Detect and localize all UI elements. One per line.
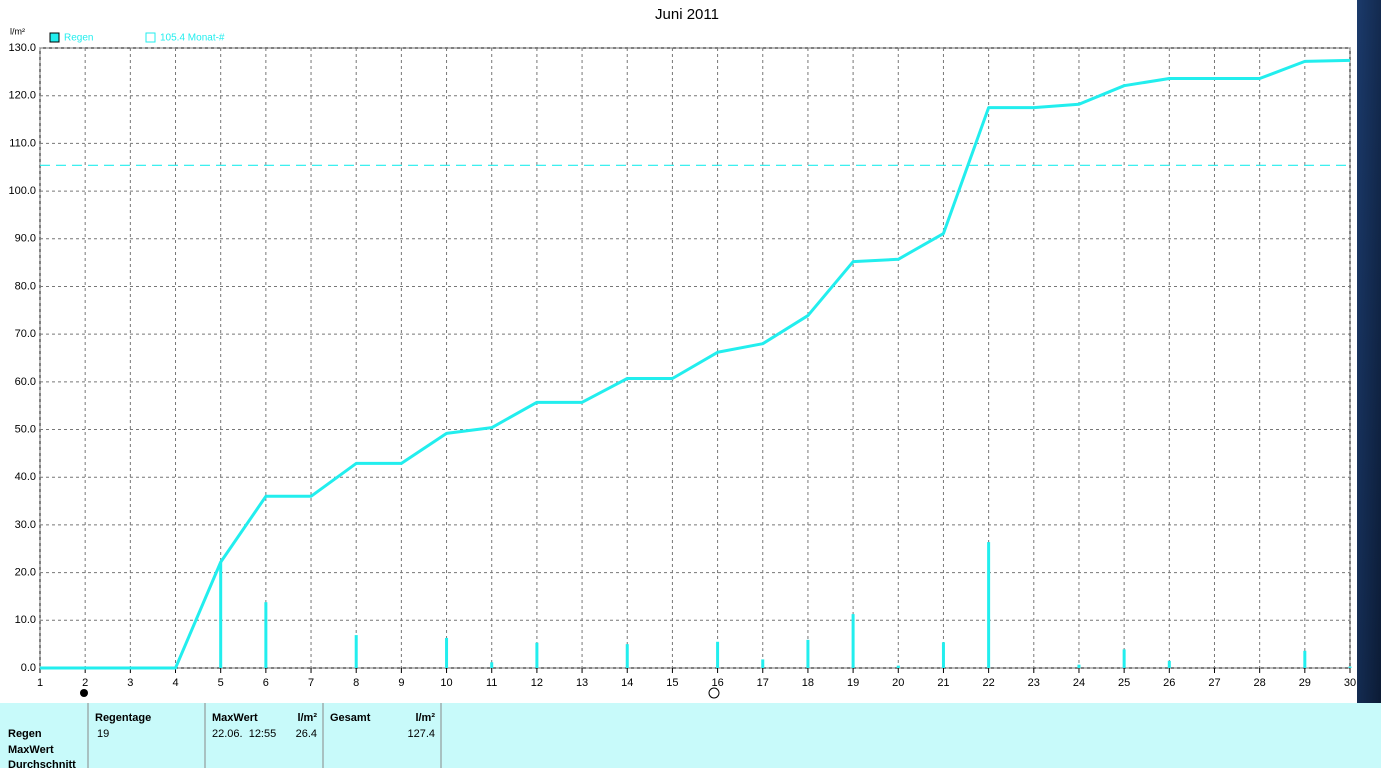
stats-table: Regen MaxWert Durchschnitt Regentage MaxWert… [0, 703, 1381, 771]
y-tick-label: 40.0 [15, 471, 36, 483]
column-header: Gesamt [330, 712, 371, 724]
y-tick-label: 80.0 [15, 280, 36, 292]
bar [851, 614, 855, 668]
x-tick-label: 5 [218, 677, 224, 689]
y-tick-label: 50.0 [15, 423, 36, 435]
y-tick-label: 20.0 [15, 567, 36, 579]
y-tick-label: 90.0 [15, 233, 36, 245]
x-tick-label: 3 [127, 677, 133, 689]
x-tick-label: 10 [440, 677, 452, 689]
x-tick-label: 22 [982, 677, 994, 689]
bar [264, 602, 268, 668]
legend-swatch [145, 32, 156, 43]
plot-frame [39, 47, 1351, 669]
table-bg [0, 703, 1381, 768]
x-tick-label: 25 [1118, 677, 1130, 689]
table-cell: 19 [97, 728, 109, 740]
x-tick-label: 24 [1073, 677, 1085, 689]
row-label: MaxWert [8, 744, 54, 756]
bar [445, 637, 449, 668]
x-tick-label: 18 [802, 677, 814, 689]
x-tick-label: 17 [757, 677, 769, 689]
y-tick-label: 0.0 [21, 662, 36, 674]
cumulative-line [40, 58, 1351, 670]
x-tick-label: 9 [398, 677, 404, 689]
bar [1303, 650, 1307, 668]
legend-swatch [49, 32, 60, 43]
bar [1167, 660, 1171, 668]
column-header: MaxWert [212, 712, 258, 724]
x-tick-label: 29 [1299, 677, 1311, 689]
y-unit: l/m² [10, 26, 25, 36]
y-tick-label: 60.0 [15, 376, 36, 388]
column-header: Regentage [95, 712, 151, 724]
x-tick-label: 20 [892, 677, 904, 689]
legend-label: Regen [64, 33, 93, 44]
y-tick-label: 130.0 [8, 42, 36, 54]
bar [941, 642, 945, 668]
window-edge [1352, 0, 1357, 703]
bar [1077, 664, 1081, 668]
bar [896, 665, 900, 668]
column-header: l/m² [297, 712, 317, 724]
x-tick-label: 12 [531, 677, 543, 689]
x-tick-label: 2 [82, 677, 88, 689]
chart-title: Juni 2011 [655, 6, 719, 23]
bar [1122, 649, 1126, 668]
x-tick-label: 14 [621, 677, 633, 689]
bar [219, 562, 223, 668]
y-tick-label: 10.0 [15, 614, 36, 626]
bar [716, 641, 720, 668]
x-tick-label: 30 [1344, 677, 1356, 689]
table-cell: 127.4 [407, 728, 435, 740]
y-tick-label: 70.0 [15, 328, 36, 340]
x-tick-label: 23 [1028, 677, 1040, 689]
bar [987, 542, 991, 668]
y-tick-label: 110.0 [9, 137, 36, 149]
row-label: Durchschnitt [8, 759, 76, 768]
bar [490, 662, 494, 668]
row-label: Regen [8, 728, 42, 740]
max-marker [708, 687, 720, 699]
bar [625, 644, 629, 668]
bar [761, 659, 765, 668]
bar [1348, 666, 1352, 668]
x-tick-label: 7 [308, 677, 314, 689]
legend-label: 105.4 Monat-# [160, 33, 225, 44]
x-tick-label: 1 [37, 677, 43, 689]
bar [354, 635, 358, 668]
x-tick-label: 16 [711, 677, 723, 689]
y-tick-label: 30.0 [15, 519, 36, 531]
x-tick-label: 27 [1208, 677, 1220, 689]
x-tick-label: 26 [1163, 677, 1175, 689]
x-tick-label: 15 [666, 677, 678, 689]
x-tick-label: 21 [937, 677, 949, 689]
min-marker [80, 689, 88, 697]
x-tick-label: 11 [486, 677, 497, 689]
x-tick-label: 19 [847, 677, 859, 689]
x-tick-label: 6 [263, 677, 269, 689]
x-tick-label: 8 [353, 677, 359, 689]
table-cell: 26.4 [296, 728, 317, 740]
x-tick-label: 4 [172, 677, 178, 689]
desktop-edge [1357, 0, 1381, 768]
bar [535, 642, 539, 668]
table-cell: 22.06. 12:55 [212, 728, 276, 740]
y-tick-label: 120.0 [8, 90, 36, 102]
bar [806, 639, 810, 668]
x-tick-label: 13 [576, 677, 588, 689]
x-tick-label: 28 [1254, 677, 1266, 689]
y-tick-label: 100.0 [8, 185, 36, 197]
column-header: l/m² [415, 712, 435, 724]
